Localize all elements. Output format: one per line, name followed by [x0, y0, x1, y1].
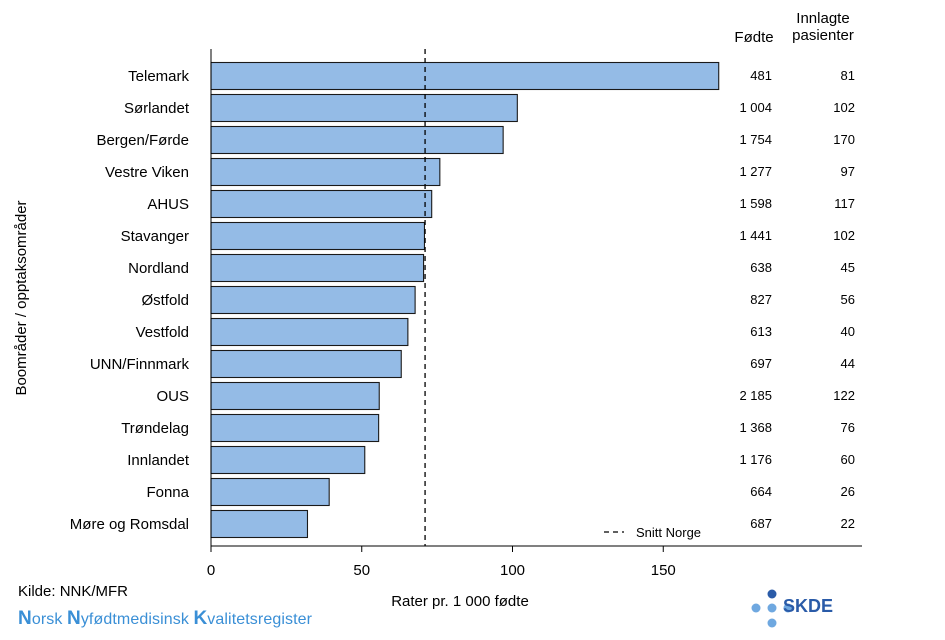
register-word-1-initial: N [18, 608, 32, 629]
births-value: 697 [750, 356, 772, 371]
category-label: Innlandet [127, 452, 190, 469]
bar [210, 349, 402, 379]
births-value: 687 [750, 516, 772, 531]
births-value: 481 [750, 68, 772, 83]
patients-value: 22 [841, 516, 855, 531]
births-value: 2 185 [739, 388, 772, 403]
bar [210, 253, 425, 283]
births-value: 1 176 [739, 452, 772, 467]
bar [210, 157, 441, 187]
patients-value: 76 [841, 420, 855, 435]
logo-dot [767, 618, 777, 628]
patients-column: 81 102 170 97 117 102 45 56 40 44 122 76 60 26 22 [833, 68, 855, 531]
births-value: 1 441 [739, 228, 772, 243]
category-label: Sørlandet [124, 100, 190, 117]
births-column: 481 1 004 1 754 1 277 1 598 1 441 638 827 613 697… [739, 68, 772, 531]
legend-label: Snitt Norge [636, 525, 701, 540]
logo-dot [783, 603, 793, 613]
births-value: 613 [750, 324, 772, 339]
category-label: Nordland [128, 260, 189, 277]
patients-column-header: Innlagte pasienter [778, 10, 868, 44]
category-label: Vestfold [136, 324, 189, 341]
category-label: OUS [156, 388, 189, 405]
patients-value: 56 [841, 292, 855, 307]
bar [210, 189, 433, 219]
category-label: Stavanger [121, 228, 189, 245]
patients-value: 40 [841, 324, 855, 339]
category-label: Trøndelag [121, 420, 189, 437]
patients-value: 170 [833, 132, 855, 147]
births-column-header: Fødte [734, 29, 774, 46]
bar [210, 477, 330, 507]
patients-value: 117 [834, 196, 855, 211]
category-label: Østfold [141, 292, 189, 309]
x-tick-label: 50 [353, 562, 370, 579]
births-value: 1 004 [739, 100, 772, 115]
births-value: 1 368 [739, 420, 772, 435]
logo-dot [767, 589, 777, 599]
x-axis-label: Rater pr. 1 000 fødte [391, 593, 529, 610]
category-label: UNN/Finnmark [90, 356, 190, 373]
category-label: Bergen/Førde [96, 132, 189, 149]
y-axis-label: Boområder / opptaksområder [13, 200, 30, 395]
births-value: 827 [750, 292, 772, 307]
patients-value: 26 [841, 484, 855, 499]
bar [210, 445, 366, 475]
logo-text: SKDE [783, 596, 834, 616]
register-word-1-rest: orsk [31, 611, 67, 628]
register-word-3-initial: K [193, 608, 208, 629]
patients-header-line1: Innlagte [796, 10, 850, 27]
logo-dot [751, 603, 761, 613]
x-tick-label: 100 [500, 562, 525, 579]
skde-logo-icon [751, 589, 793, 628]
bar [210, 317, 409, 347]
register-word-3-rest: valitetsregister [207, 611, 313, 628]
register-word-2-initial: N [67, 608, 81, 629]
patients-value: 60 [841, 452, 855, 467]
category-label: AHUS [147, 196, 189, 213]
register-word-2-rest: yfødtmedisinsk [80, 611, 194, 628]
patients-value: 102 [833, 228, 855, 243]
bar [210, 61, 720, 91]
category-labels: Telemark Sørlandet Bergen/Førde Vestre Vike… [70, 68, 190, 533]
bar [210, 285, 416, 315]
register-name: Norsk Nyfødtmedisinsk Kvalitetsregister [18, 608, 312, 630]
bars-group [210, 61, 720, 539]
patients-value: 122 [833, 388, 855, 403]
category-label: Telemark [128, 68, 189, 85]
bar [210, 93, 518, 123]
category-label: Møre og Romsdal [70, 516, 189, 533]
x-tick-label: 150 [651, 562, 676, 579]
bar [210, 509, 309, 539]
category-label: Fonna [146, 484, 189, 501]
bar [210, 413, 380, 443]
legend: Snitt Norge [604, 525, 701, 540]
x-ticks: 0 50 100 150 [207, 546, 676, 579]
patients-value: 45 [841, 260, 855, 275]
bar [210, 221, 426, 251]
bar [210, 125, 504, 155]
patients-value: 81 [841, 68, 855, 83]
births-value: 1 754 [739, 132, 772, 147]
patients-value: 44 [841, 356, 855, 371]
births-value: 664 [750, 484, 772, 499]
patients-value: 102 [833, 100, 855, 115]
source-text: Kilde: NNK/MFR [18, 583, 129, 600]
patients-header-line2: pasienter [792, 27, 854, 44]
births-value: 1 277 [739, 164, 772, 179]
bar [210, 381, 380, 411]
births-value: 638 [750, 260, 772, 275]
births-value: 1 598 [739, 196, 772, 211]
category-label: Vestre Viken [105, 164, 189, 181]
logo-dot [767, 603, 777, 613]
x-tick-label: 0 [207, 562, 215, 579]
patients-value: 97 [841, 164, 855, 179]
